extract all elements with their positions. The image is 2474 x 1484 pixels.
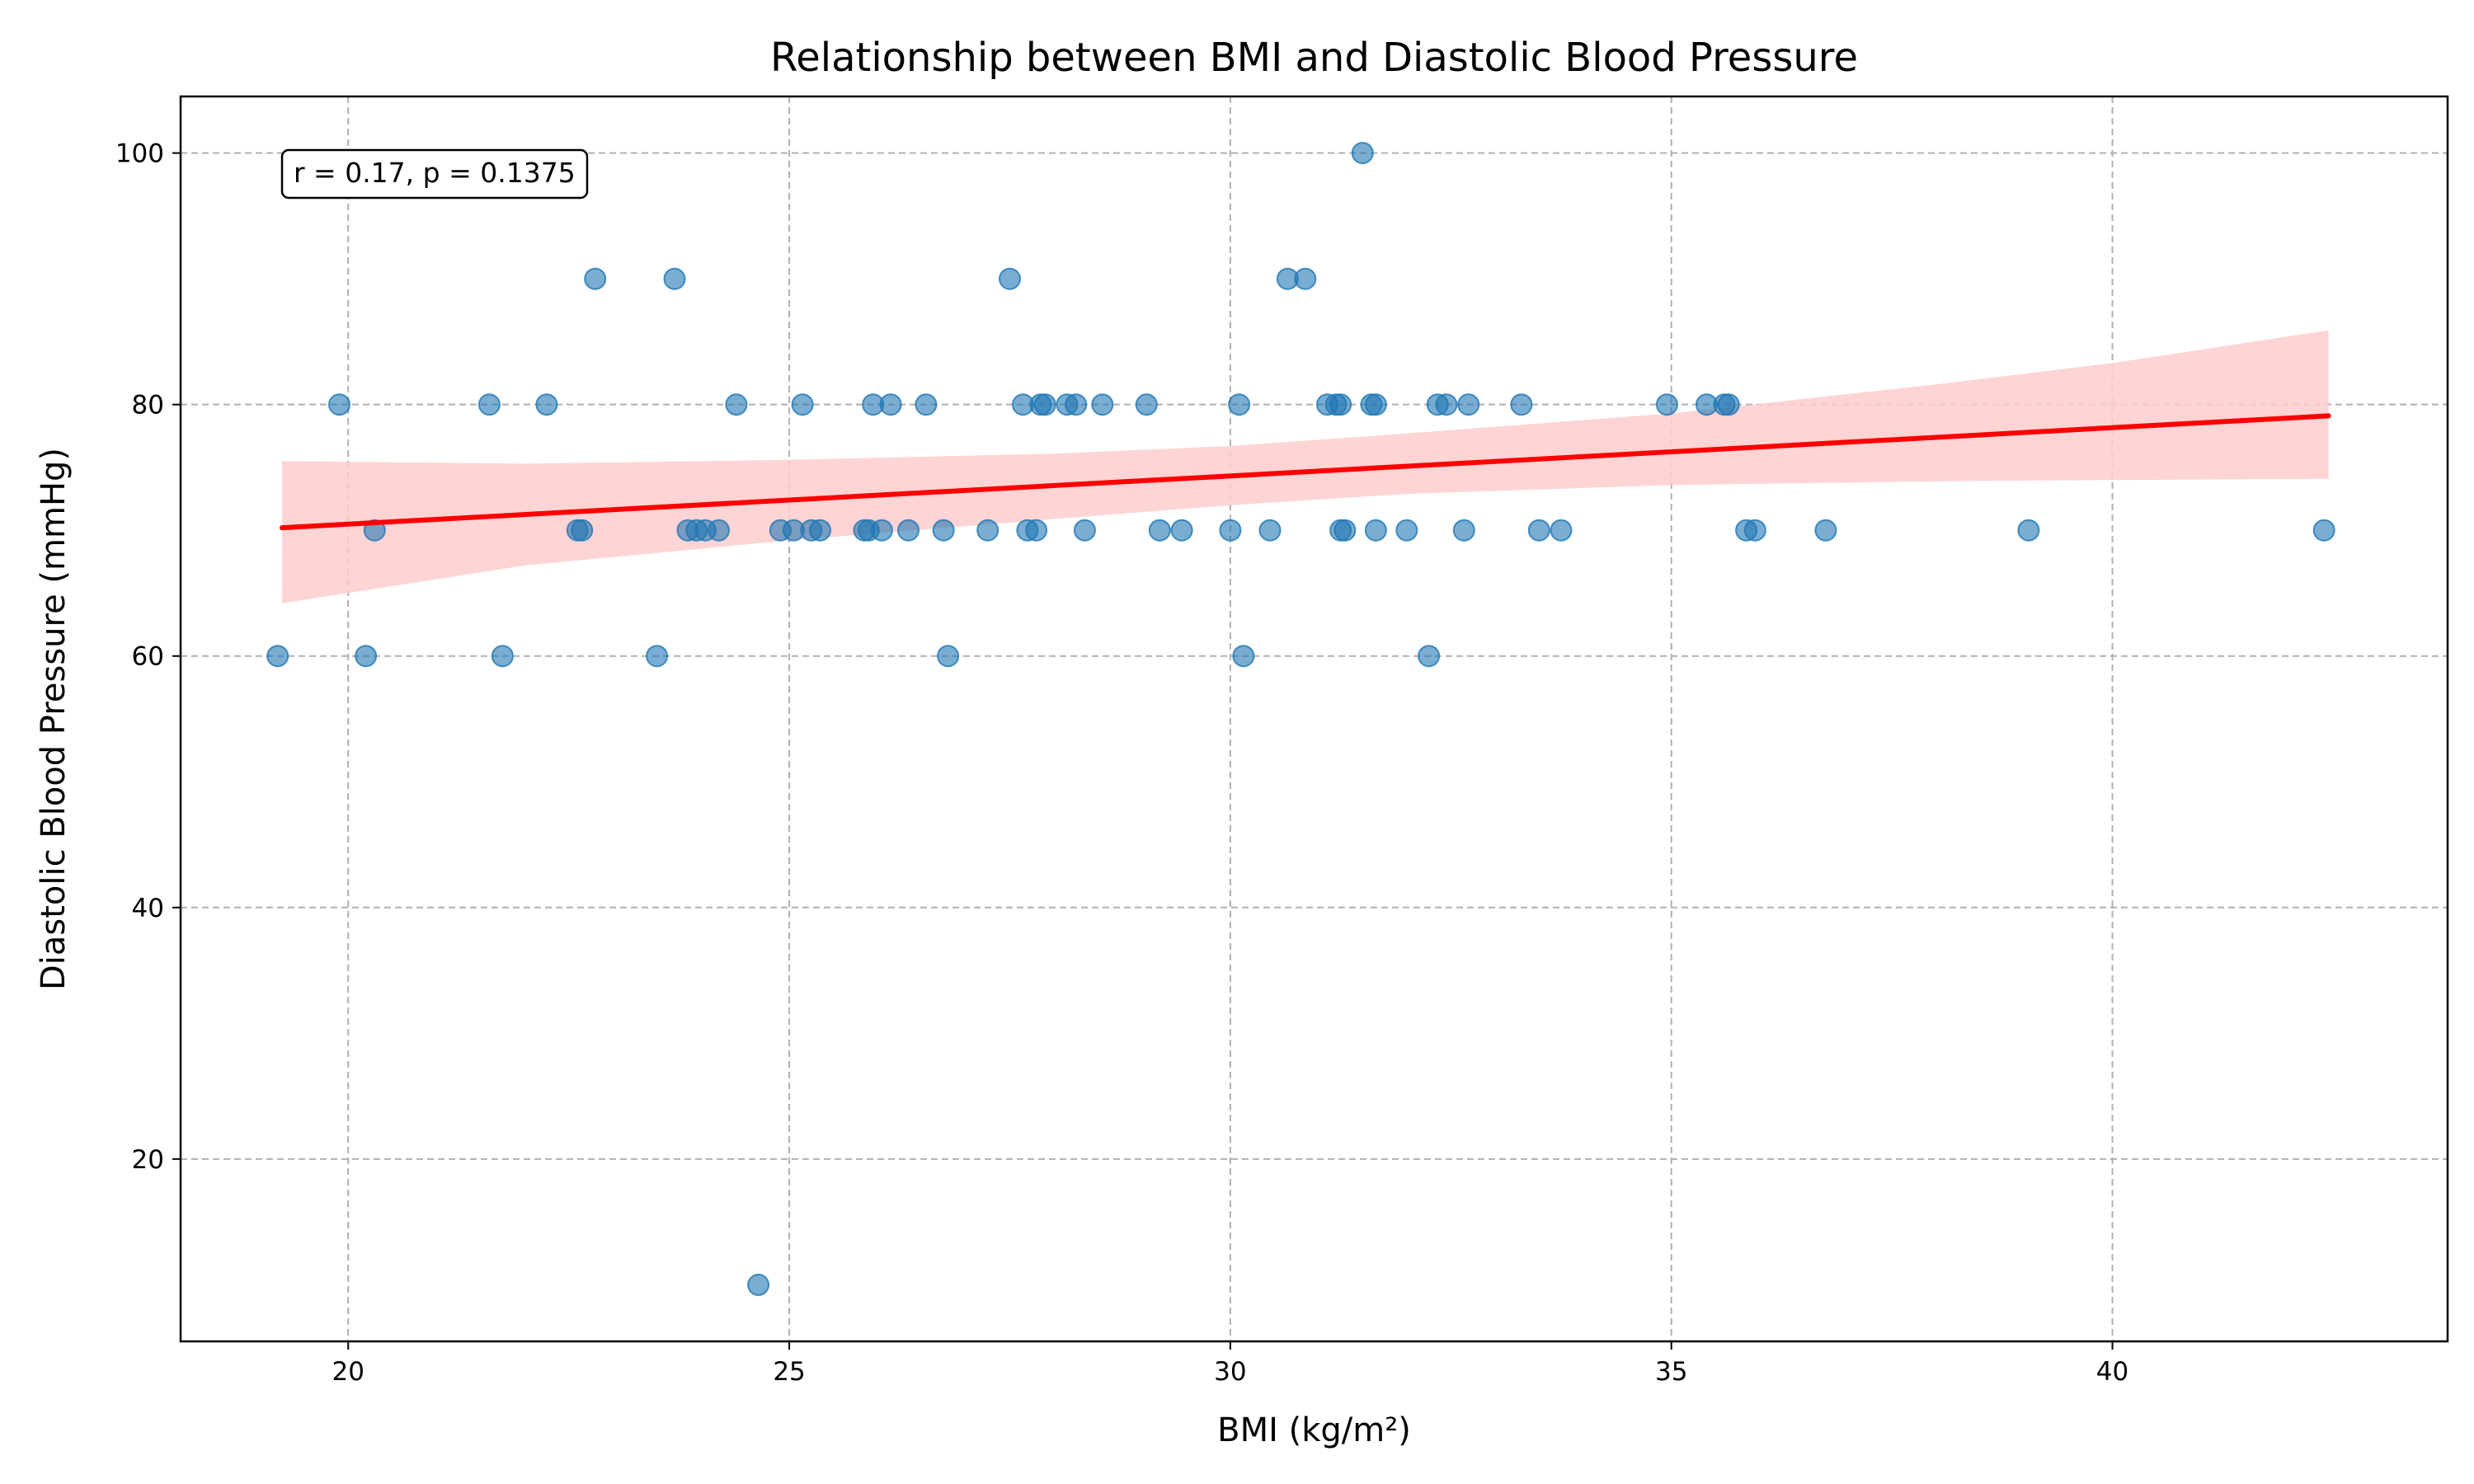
scatter-point [1457,393,1480,416]
scatter-point [266,645,289,668]
scatter-point [1814,519,1837,542]
scatter-point [809,519,831,542]
scatter-point [999,267,1021,290]
y-tick-label: 80 [132,391,164,420]
scatter-point [1351,142,1374,165]
scatter-point [1073,519,1096,542]
scatter-point [1510,393,1533,416]
scatter-point [976,519,999,542]
x-tick-label: 20 [332,1357,365,1387]
fit-line [280,413,2331,531]
scatter-point [1033,393,1056,416]
scatter-point [1452,519,1475,542]
scatter-point [897,519,920,542]
x-tick-label: 40 [2096,1357,2128,1387]
y-tick-label: 40 [132,894,164,923]
y-tick-label: 60 [132,642,164,672]
scatter-point [1065,393,1088,416]
scatter-point [571,519,594,542]
scatter-point [932,519,955,542]
scatter-point [1228,393,1251,416]
scatter-point [870,519,893,542]
y-axis-ticks: 20 40 60 80 100 [115,139,181,1175]
scatter-points [266,142,2335,1296]
scatter-point [747,1273,770,1296]
scatter-point [1418,645,1441,668]
scatter-point [879,393,902,416]
scatter-point [1717,393,1740,416]
y-axis-label: Diastolic Blood Pressure (mmHg) [35,448,73,990]
scatter-point [1333,519,1357,542]
scatter-point [584,267,607,290]
scatter-point [1135,393,1158,416]
scatter-point [477,393,501,416]
y-tick-label: 100 [115,139,164,169]
scatter-point [725,393,748,416]
x-tick-label: 35 [1655,1357,1687,1387]
scatter-point [535,393,558,416]
scatter-point [1364,519,1387,542]
scatter-point [1527,519,1550,542]
y-tick-label: 20 [132,1145,164,1175]
scatter-point [1743,519,1766,542]
x-axis-ticks: 20 25 30 35 40 [332,1341,2128,1387]
scatter-point [491,645,514,668]
scatter-point [1395,519,1418,542]
scatter-point [328,393,350,416]
chart-title: Relationship between BMI and Diastolic B… [770,35,1858,81]
scatter-point [1364,393,1387,416]
scatter-point [1091,393,1114,416]
plot-frame [179,95,2449,1343]
x-axis-label: BMI (kg/m²) [1217,1411,1411,1449]
scatter-point [1655,393,1678,416]
scatter-point [708,519,730,542]
scatter-point [1294,267,1317,290]
regression-line [280,413,2331,531]
stats-annotation: r = 0.17, p = 0.1375 [280,148,589,200]
scatter-point [2017,519,2040,542]
scatter-point [1258,519,1282,542]
x-tick-label: 30 [1214,1357,1246,1387]
scatter-point [1550,519,1573,542]
scatter-point [791,393,814,416]
annotation-text: r = 0.17, p = 0.1375 [294,157,576,189]
scatter-point [2312,519,2335,542]
scatter-point [646,645,669,668]
scatter-point [915,393,938,416]
scatter-point [1329,393,1352,416]
annotation-box [280,148,589,200]
x-tick-label: 25 [773,1357,805,1387]
scatter-point [1025,519,1048,542]
scatter-point [1219,519,1242,542]
scatter-point [663,267,686,290]
scatter-point [1435,393,1458,416]
scatter-point [355,645,378,668]
scatter-point [937,645,960,668]
scatter-point [1232,645,1255,668]
scatter-point [1170,519,1193,542]
scatter-point [1148,519,1171,542]
